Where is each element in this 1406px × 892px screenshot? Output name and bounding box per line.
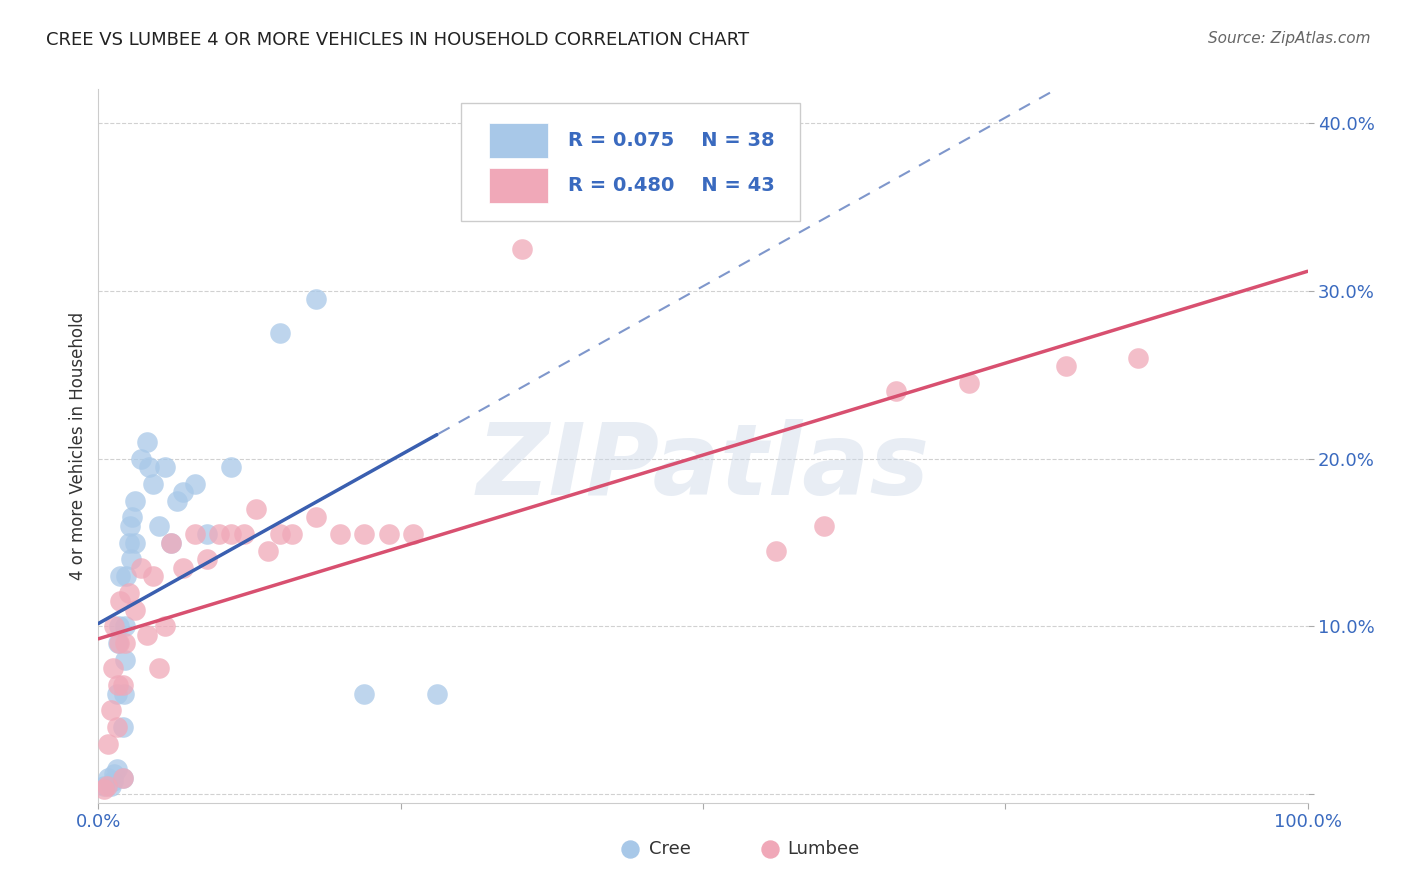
Point: [305, 510, 328, 524]
Point: [153, 619, 176, 633]
Point: [101, 774, 124, 789]
Point: [124, 493, 146, 508]
Point: [148, 518, 170, 533]
Text: Lumbee: Lumbee: [787, 840, 860, 858]
Point: [142, 476, 165, 491]
Point: [118, 535, 141, 549]
Point: [97, 737, 120, 751]
Y-axis label: 4 or more Vehicles in Household: 4 or more Vehicles in Household: [69, 312, 87, 580]
Point: [118, 518, 141, 533]
Point: [120, 552, 142, 566]
Point: [115, 569, 138, 583]
Point: [124, 535, 146, 549]
Point: [121, 510, 143, 524]
Point: [245, 502, 267, 516]
Point: [166, 493, 188, 508]
Point: [353, 687, 375, 701]
Point: [114, 619, 136, 633]
Point: [813, 518, 835, 533]
Text: Source: ZipAtlas.com: Source: ZipAtlas.com: [1208, 31, 1371, 46]
Point: [100, 779, 122, 793]
Point: [1054, 359, 1077, 374]
Point: [105, 720, 128, 734]
Point: [232, 527, 254, 541]
Point: [148, 661, 170, 675]
Point: [108, 636, 131, 650]
Point: [329, 527, 352, 541]
Point: [111, 678, 134, 692]
Point: [129, 451, 152, 466]
Point: [107, 678, 129, 692]
Text: CREE VS LUMBEE 4 OR MORE VEHICLES IN HOUSEHOLD CORRELATION CHART: CREE VS LUMBEE 4 OR MORE VEHICLES IN HOU…: [46, 31, 749, 49]
Point: [221, 460, 243, 475]
Point: [114, 636, 136, 650]
Point: [195, 527, 218, 541]
FancyBboxPatch shape: [461, 103, 800, 221]
Point: [269, 326, 291, 340]
Point: [108, 569, 131, 583]
Point: [135, 434, 157, 449]
Point: [112, 687, 135, 701]
Point: [108, 619, 131, 633]
Point: [97, 771, 120, 785]
Point: [281, 527, 304, 541]
Point: [105, 687, 128, 701]
Point: [256, 544, 278, 558]
Text: R = 0.075    N = 38: R = 0.075 N = 38: [568, 131, 775, 150]
Point: [765, 544, 787, 558]
Point: [142, 569, 165, 583]
Point: [107, 636, 129, 650]
Point: [886, 384, 908, 399]
Point: [305, 292, 328, 306]
Point: [100, 703, 122, 717]
Point: [172, 560, 194, 574]
Point: [93, 782, 115, 797]
Point: [103, 767, 125, 781]
Point: [269, 527, 291, 541]
Point: [172, 485, 194, 500]
Point: [1128, 351, 1150, 365]
Point: [108, 594, 131, 608]
Point: [426, 687, 449, 701]
Point: [510, 242, 533, 256]
Point: [402, 527, 425, 541]
FancyBboxPatch shape: [489, 123, 548, 158]
Point: [101, 661, 124, 675]
Text: R = 0.480    N = 43: R = 0.480 N = 43: [568, 176, 775, 195]
Point: [114, 653, 136, 667]
Point: [93, 779, 115, 793]
Point: [153, 460, 176, 475]
Text: ZIPatlas: ZIPatlas: [477, 419, 929, 516]
Point: [103, 619, 125, 633]
Text: Cree: Cree: [648, 840, 690, 858]
Point: [377, 527, 399, 541]
Point: [105, 762, 128, 776]
Point: [353, 527, 375, 541]
Point: [957, 376, 980, 390]
Point: [208, 527, 231, 541]
Point: [135, 628, 157, 642]
Point: [184, 476, 207, 491]
Point: [124, 603, 146, 617]
FancyBboxPatch shape: [489, 168, 548, 203]
Point: [221, 527, 243, 541]
Point: [138, 460, 160, 475]
Point: [160, 535, 183, 549]
Point: [111, 771, 134, 785]
Point: [129, 560, 152, 574]
Point: [111, 720, 134, 734]
Point: [111, 771, 134, 785]
Point: [96, 779, 118, 793]
Point: [160, 535, 183, 549]
Point: [195, 552, 218, 566]
Point: [184, 527, 207, 541]
Point: [118, 586, 141, 600]
